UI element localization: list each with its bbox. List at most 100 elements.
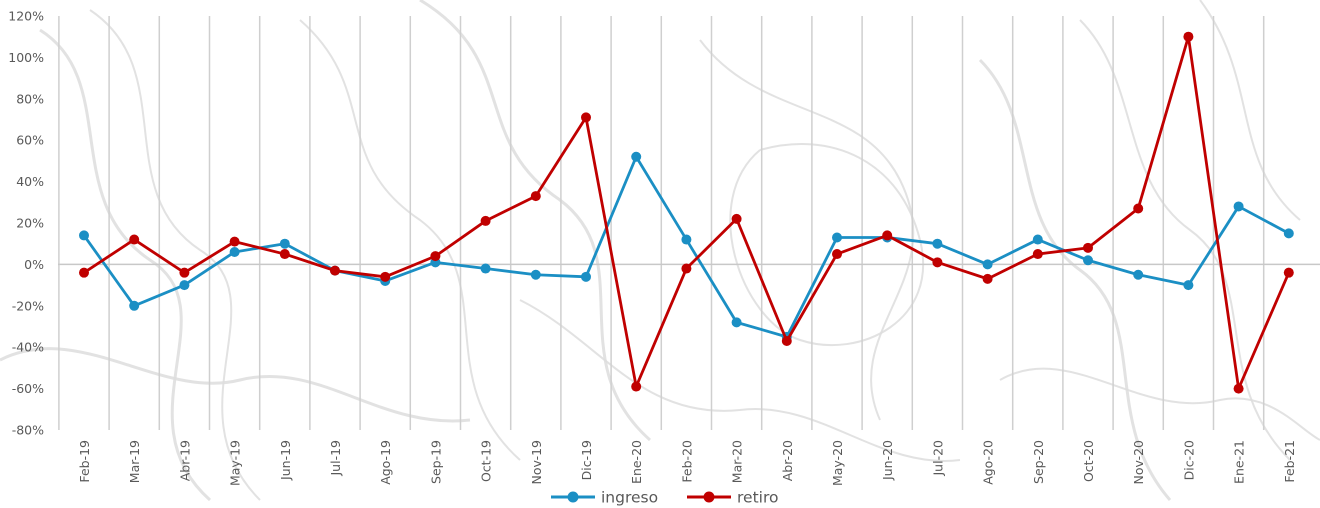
point-retiro	[79, 267, 89, 278]
legend-swatch-marker	[703, 491, 715, 503]
point-ingreso	[932, 238, 943, 249]
point-ingreso	[1233, 201, 1244, 212]
legend-swatch-marker	[567, 491, 579, 503]
y-tick-label: 20%	[16, 216, 44, 231]
point-ingreso	[832, 232, 842, 243]
point-retiro	[1183, 31, 1194, 42]
y-tick-label: 60%	[16, 133, 44, 148]
contour-line	[519, 299, 961, 462]
point-retiro	[380, 271, 391, 282]
series-line-retiro	[83, 35, 1291, 391]
point-retiro	[832, 249, 842, 260]
vertical-gridlines	[58, 16, 1320, 430]
x-tick-label: Mar-20	[730, 440, 745, 483]
x-axis-ticks: Feb-19 Mar-19 Abr-19 May-19 Jun-19 Jul-19 Ago-…	[77, 440, 1297, 486]
point-retiro	[480, 215, 491, 226]
legend: ingreso retiro	[551, 489, 778, 507]
legend-item-ingreso: ingreso	[551, 489, 658, 507]
point-ingreso	[982, 259, 993, 270]
x-tick-label: Ago-19	[378, 440, 393, 485]
x-tick-label: Dic-20	[1181, 440, 1196, 480]
point-ingreso	[1032, 234, 1043, 245]
point-ingreso	[79, 230, 89, 241]
contour-line	[89, 9, 261, 501]
point-retiro	[1233, 383, 1244, 394]
point-ingreso	[179, 280, 190, 291]
x-tick-label: Oct-19	[479, 440, 494, 482]
x-tick-label: Sep-20	[1031, 440, 1046, 484]
point-ingreso	[581, 271, 591, 282]
x-tick-label: Jun-20	[880, 440, 895, 481]
point-retiro	[882, 230, 893, 241]
contour-line	[39, 28, 211, 502]
x-tick-label: Oct-20	[1081, 440, 1096, 482]
y-tick-label: -20%	[12, 298, 44, 313]
series-layer	[79, 31, 1294, 394]
point-ingreso	[129, 300, 140, 311]
y-tick-label: -60%	[12, 381, 44, 396]
contour-line	[1199, 0, 1301, 221]
legend-label: ingreso	[601, 489, 658, 507]
point-ingreso	[229, 246, 240, 257]
point-ingreso	[480, 263, 491, 274]
x-tick-label: Nov-19	[529, 440, 544, 485]
point-retiro	[229, 236, 240, 247]
point-retiro	[932, 257, 943, 268]
x-tick-label: Jul-20	[930, 440, 945, 477]
y-tick-label: -80%	[12, 423, 44, 438]
point-retiro	[179, 267, 190, 278]
point-retiro	[530, 191, 541, 202]
point-ingreso	[1083, 255, 1093, 266]
contour-line	[1079, 19, 1291, 461]
contour-line	[729, 143, 925, 347]
point-retiro	[1032, 249, 1043, 260]
x-tick-label: Mar-19	[127, 440, 142, 483]
legend-label: retiro	[737, 489, 778, 507]
point-retiro	[129, 234, 140, 245]
y-tick-label: 120%	[8, 9, 44, 24]
x-tick-label: Feb-20	[679, 440, 694, 483]
x-tick-label: Jun-19	[278, 440, 293, 481]
y-tick-label: -40%	[12, 340, 44, 355]
x-tick-label: Sep-19	[428, 440, 443, 484]
contour-line	[419, 0, 651, 442]
y-axis-ticks: 120% 100% 80% 60% 40% 20% 0% -20% -40% -60% -80%	[8, 9, 44, 438]
contour-line	[299, 19, 521, 461]
y-tick-label: 40%	[16, 174, 44, 189]
point-retiro	[1133, 203, 1144, 214]
point-retiro	[731, 213, 742, 224]
contour-line	[699, 39, 915, 421]
x-tick-label: Dic-19	[579, 440, 594, 480]
point-retiro	[681, 263, 692, 274]
x-tick-label: Feb-19	[77, 440, 92, 483]
point-retiro	[330, 265, 340, 276]
x-tick-label: Abr-20	[780, 440, 795, 481]
y-tick-label: 100%	[8, 50, 44, 65]
x-tick-label: Jul-19	[328, 440, 343, 477]
y-tick-label: 0%	[24, 257, 44, 272]
x-tick-label: May-19	[228, 440, 243, 486]
series-line-ingreso	[82, 155, 1290, 339]
x-tick-label: Ene-21	[1232, 440, 1247, 484]
point-retiro	[631, 381, 642, 392]
point-retiro	[982, 273, 993, 284]
x-tick-label: Abr-19	[177, 440, 192, 481]
point-ingreso	[1133, 269, 1144, 280]
x-tick-label: Feb-21	[1282, 440, 1297, 483]
point-ingreso	[1183, 280, 1194, 291]
legend-item-retiro: retiro	[687, 489, 778, 507]
point-ingreso	[631, 151, 642, 162]
point-ingreso	[530, 269, 541, 280]
x-tick-label: Nov-20	[1131, 440, 1146, 485]
point-ingreso	[1283, 228, 1294, 239]
contour-line	[0, 347, 471, 423]
x-tick-label: May-20	[830, 440, 845, 486]
contour-line	[978, 58, 1172, 501]
point-retiro	[781, 335, 792, 346]
contour-line	[999, 367, 1320, 441]
x-tick-label: Ene-20	[629, 440, 644, 484]
point-retiro	[581, 112, 591, 123]
